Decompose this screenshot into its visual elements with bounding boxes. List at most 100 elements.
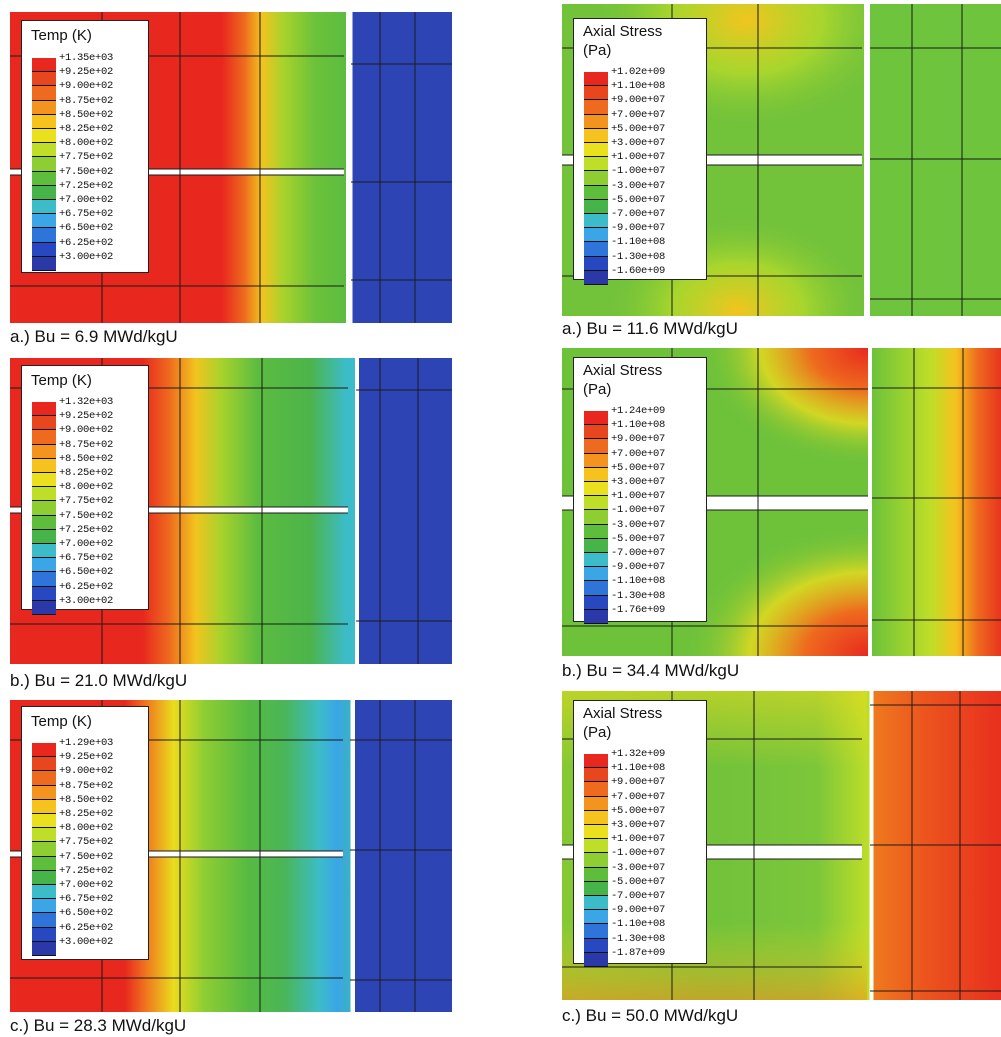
legend-tick-label: +5.00e+07 [611, 461, 666, 474]
legend-swatch [584, 143, 608, 158]
legend-swatch [32, 899, 56, 914]
legend-tick-label: +9.00e+07 [611, 433, 666, 446]
legend-swatch [584, 924, 608, 939]
legend-tick-label: -5.00e+07 [611, 875, 666, 888]
legend-swatch [584, 185, 608, 200]
legend-swatch [32, 473, 56, 488]
legend-tick-label: +1.32e+09 [611, 748, 666, 760]
legend-swatch [32, 785, 56, 800]
legend-swatch [584, 496, 608, 511]
legend-tick-label: +6.50e+02 [59, 907, 114, 920]
legend-swatch [584, 853, 608, 868]
legend-tick-label: -1.30e+08 [611, 589, 666, 602]
legend-swatch [584, 839, 608, 854]
legend-tick-label: -3.00e+07 [611, 861, 666, 874]
legend-tick-label: +6.50e+02 [59, 566, 114, 579]
legend-tick-label: -1.10e+08 [611, 575, 666, 588]
legend-swatch [32, 242, 56, 257]
legend-tick-label: +7.75e+02 [59, 495, 114, 508]
legend-tick-label: +1.00e+07 [611, 833, 666, 846]
legend-tick-label: -5.00e+07 [611, 193, 666, 206]
legend-tick-label: +7.00e+07 [611, 108, 666, 121]
legend-swatch [32, 100, 56, 115]
legend-title: Temp (K) [31, 372, 92, 389]
legend-tick-label: -9.00e+07 [611, 561, 666, 574]
legend-tick-label: +8.75e+02 [59, 94, 114, 107]
legend-tick-label: -9.00e+07 [611, 222, 666, 235]
legend-title: Axial Stress [583, 23, 663, 40]
legend-swatch [584, 553, 608, 568]
legend-tick-label: +7.50e+02 [59, 509, 114, 522]
legend-swatch [584, 453, 608, 468]
legend-swatch [584, 199, 608, 214]
legend-tick-label: -9.00e+07 [611, 904, 666, 917]
color-legend: Temp (K) +1.29e+03 +9.25e+02 +9.00e+02 +8.7… [21, 706, 149, 960]
legend-swatch [32, 58, 56, 73]
panel-caption: a.) Bu = 6.9 MWd/kgU [10, 327, 178, 346]
legend-tick-label: -7.00e+07 [611, 890, 666, 902]
legend-tick-label: +3.00e+02 [59, 250, 114, 263]
legend-swatch [584, 538, 608, 553]
legend-tick-label: +7.00e+02 [59, 538, 114, 550]
legend-tick-label: +8.75e+02 [59, 438, 114, 451]
legend-tick-label: -1.00e+07 [611, 504, 666, 517]
legend-swatch [32, 214, 56, 229]
legend-swatch [32, 870, 56, 885]
legend-swatch [584, 595, 608, 610]
legend-tick-label: +8.00e+02 [59, 822, 114, 835]
legend-swatch [32, 86, 56, 101]
panel-caption: b.) Bu = 34.4 MWd/kgU [562, 661, 740, 680]
legend-swatch [584, 467, 608, 482]
legend-swatch [584, 425, 608, 440]
legend-swatch [584, 825, 608, 840]
legend-tick-label: +7.50e+02 [59, 850, 114, 863]
legend-swatch [584, 910, 608, 925]
panel-caption: b.) Bu = 21.0 MWd/kgU [10, 671, 188, 690]
legend-swatch [32, 572, 56, 587]
legend-tick-label: +9.00e+02 [59, 765, 114, 778]
legend-swatch [584, 72, 608, 87]
legend-swatch [32, 487, 56, 502]
legend-title-unit: (Pa) [583, 42, 612, 59]
legend-tick-label: +8.25e+02 [59, 467, 114, 479]
legend-tick-label: +9.00e+02 [59, 424, 114, 437]
legend-swatch [32, 416, 56, 431]
legend-swatch [584, 86, 608, 101]
legend-tick-label: +5.00e+07 [611, 804, 666, 817]
panel-caption: a.) Bu = 11.6 MWd/kgU [562, 319, 738, 338]
legend-tick-label: +9.00e+07 [611, 776, 666, 789]
legend-tick-label: +9.25e+02 [59, 66, 114, 79]
legend-tick-label: +7.25e+02 [59, 179, 114, 192]
legend-swatch [584, 228, 608, 243]
legend-tick-label: +1.10e+08 [611, 80, 666, 93]
legend-tick-label: -1.30e+08 [611, 932, 666, 945]
legend-swatch [584, 810, 608, 825]
legend-swatch [32, 927, 56, 942]
legend-tick-label: +7.00e+07 [611, 447, 666, 460]
legend-swatch [32, 799, 56, 814]
legend-tick-label: +7.75e+02 [59, 836, 114, 849]
legend-tick-label: +8.25e+02 [59, 123, 114, 135]
legend-swatch [32, 814, 56, 829]
legend-swatch [32, 515, 56, 530]
legend-tick-label: +1.29e+03 [59, 737, 114, 749]
legend-swatch [32, 185, 56, 200]
legend-swatch [584, 242, 608, 257]
legend-swatch [584, 867, 608, 882]
legend-swatch [584, 581, 608, 596]
legend-swatch [32, 586, 56, 601]
legend-tick-label: +1.00e+07 [611, 151, 666, 164]
legend-tick-label: -7.00e+07 [611, 208, 666, 220]
legend-swatch [584, 881, 608, 896]
legend-swatch [32, 171, 56, 186]
legend-swatch [584, 411, 608, 426]
legend-swatch [584, 256, 608, 271]
legend-swatch [584, 270, 608, 285]
legend-swatch [32, 72, 56, 87]
legend-tick-label: +1.02e+09 [611, 66, 666, 78]
color-legend: Temp (K) +1.32e+03 +9.25e+02 +9.00e+02 +8.7… [21, 365, 149, 615]
legend-swatch [32, 143, 56, 158]
legend-swatch [32, 743, 56, 758]
legend-swatch [584, 482, 608, 497]
legend-title-unit: (Pa) [583, 381, 612, 398]
